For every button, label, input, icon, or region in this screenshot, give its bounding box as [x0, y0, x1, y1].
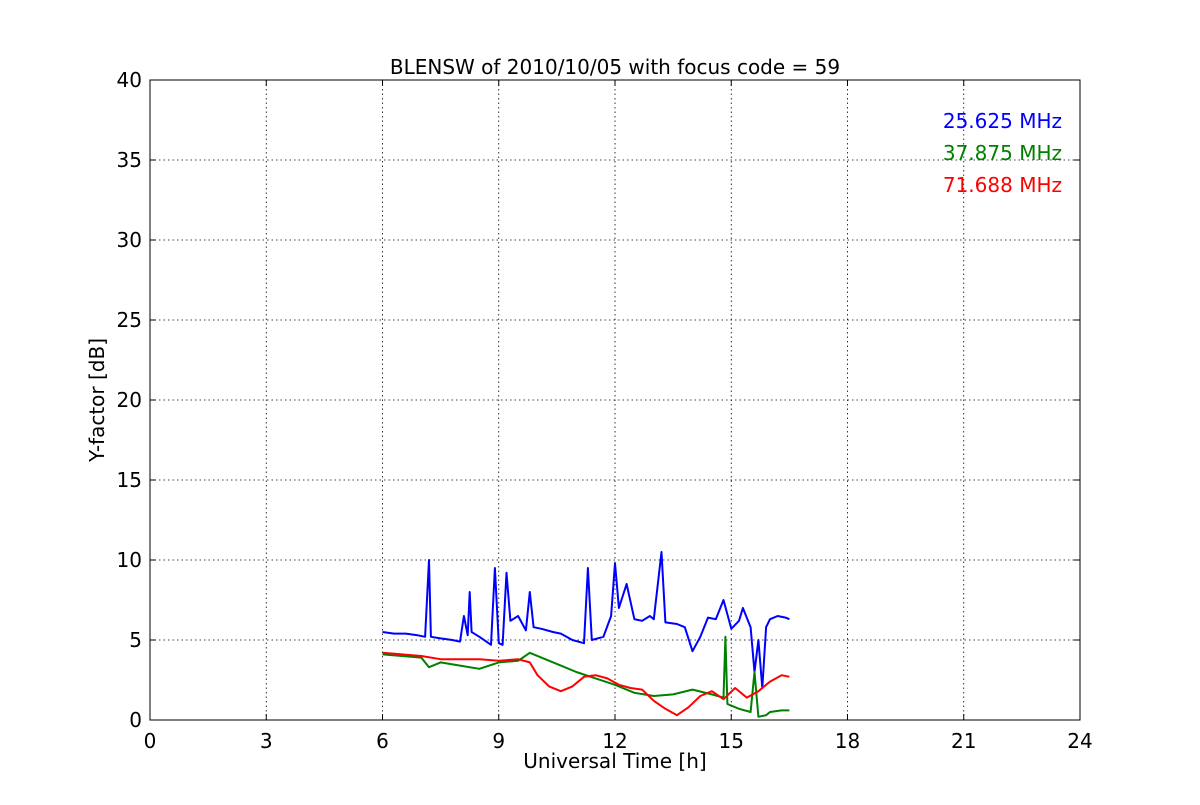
y-axis-label: Y-factor [dB] [85, 338, 109, 463]
axis-ticks: 0 3 6 9 12 15 18 21 24 0 5 10 15 20 25 30 35 40 [117, 68, 1093, 753]
x-tick-label: 18 [835, 729, 860, 753]
x-tick-label: 0 [144, 729, 157, 753]
series-lines [382, 551, 790, 718]
grid [150, 80, 1080, 720]
legend-entry: 71.688 MHz [943, 173, 1062, 197]
series-line-2 [382, 651, 790, 717]
x-tick-label: 24 [1067, 729, 1092, 753]
x-tick-label: 12 [602, 729, 627, 753]
y-tick-label: 15 [117, 468, 142, 492]
legend-entry: 25.625 MHz [943, 109, 1062, 133]
x-tick-label: 21 [951, 729, 976, 753]
y-tick-label: 25 [117, 308, 142, 332]
y-tick-label: 40 [117, 68, 142, 92]
legend: 25.625 MHz 37.875 MHz 71.688 MHz [943, 109, 1062, 197]
y-tick-label: 20 [117, 388, 142, 412]
y-tick-label: 35 [117, 148, 142, 172]
y-tick-label: 30 [117, 228, 142, 252]
y-tick-label: 10 [117, 548, 142, 572]
x-tick-label: 3 [260, 729, 273, 753]
y-tick-label: 0 [129, 708, 142, 732]
series-line-1 [382, 635, 790, 718]
x-tick-label: 15 [719, 729, 744, 753]
x-axis-label: Universal Time [h] [523, 749, 706, 773]
x-tick-label: 9 [492, 729, 505, 753]
y-tick-label: 5 [129, 628, 142, 652]
x-tick-label: 6 [376, 729, 389, 753]
series-line-0 [382, 551, 790, 689]
chart-title: BLENSW of 2010/10/05 with focus code = 5… [390, 55, 840, 79]
legend-entry: 37.875 MHz [943, 141, 1062, 165]
